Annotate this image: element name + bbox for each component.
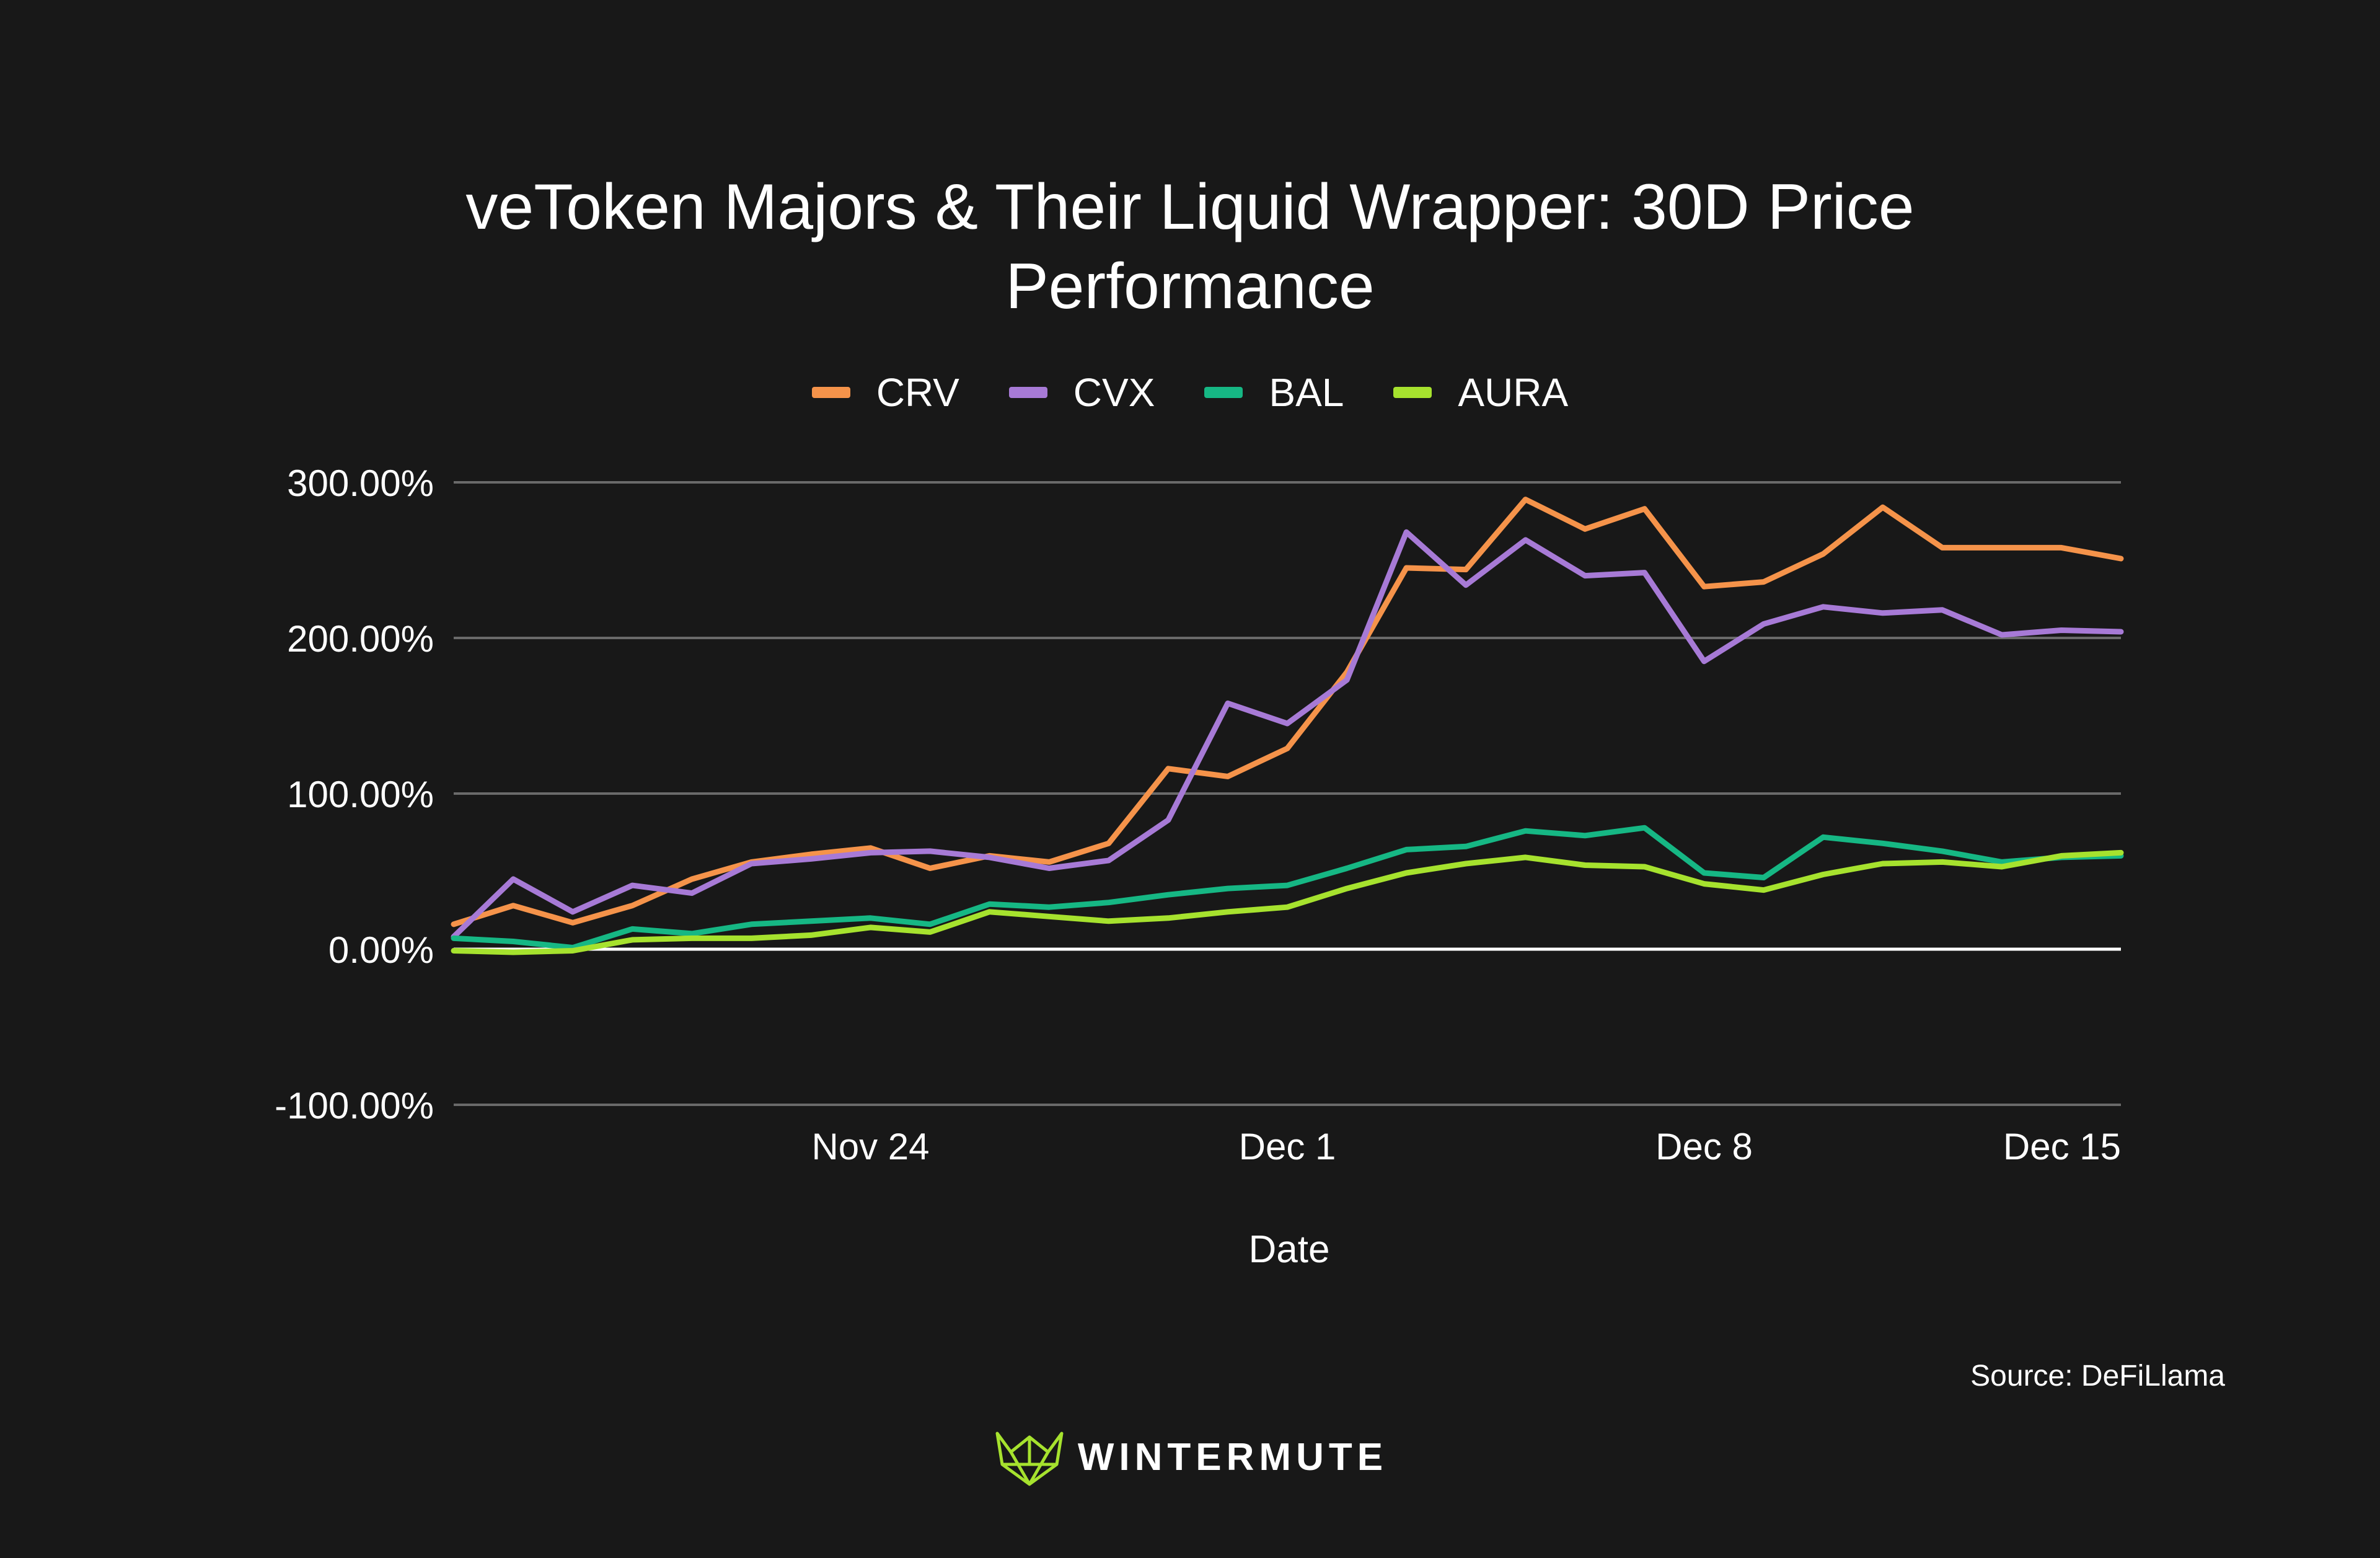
legend-swatch-bal (1204, 387, 1243, 398)
series-line-aura (451, 849, 2124, 955)
brand-name: WINTERMUTE (1077, 1435, 1388, 1479)
y-tick-label: 0.00% (328, 929, 434, 971)
series-line-bal (451, 825, 2124, 950)
legend-label-crv: CRV (876, 370, 959, 415)
source-note: Source: DeFiLlama (1970, 1360, 2225, 1392)
brand-footer: WINTERMUTE (0, 1426, 2380, 1488)
legend-swatch-aura (1393, 387, 1432, 398)
legend-label-bal: BAL (1269, 370, 1344, 415)
x-tick-label: Dec 1 (1239, 1126, 1336, 1167)
x-tick-label: Nov 24 (811, 1126, 929, 1167)
series-layer (451, 497, 2124, 955)
y-axis-ticks: 300.00% 200.00% 100.00% 0.00% -100.00% (275, 463, 434, 1126)
legend-label-cvx: CVX (1073, 370, 1155, 415)
chart-title: veToken Majors & Their Liquid Wrapper: 3… (0, 167, 2380, 326)
legend-label-aura: AURA (1458, 370, 1569, 415)
legend-swatch-cvx (1008, 387, 1047, 398)
wintermute-logo-icon (995, 1432, 1064, 1486)
chart-legend: CRV CVX BAL AURA (0, 370, 2380, 415)
legend-item-bal[interactable]: BAL (1204, 370, 1344, 415)
y-tick-label: 100.00% (287, 774, 434, 815)
y-tick-label: 300.00% (287, 463, 434, 504)
x-axis-title: Date (1248, 1228, 1330, 1271)
chart-title-line-2: Performance (1005, 250, 1375, 322)
legend-item-aura[interactable]: AURA (1393, 370, 1568, 415)
chart-title-line-1: veToken Majors & Their Liquid Wrapper: 3… (465, 171, 1915, 243)
legend-item-cvx[interactable]: CVX (1008, 370, 1155, 415)
legend-swatch-crv (811, 387, 850, 398)
x-tick-label: Dec 15 (2003, 1126, 2121, 1167)
x-tick-label: Dec 8 (1655, 1126, 1753, 1167)
legend-item-crv[interactable]: CRV (811, 370, 959, 415)
y-tick-label: 200.00% (287, 618, 434, 660)
grid-layer (454, 481, 2121, 1106)
series-line-crv (451, 497, 2124, 927)
y-tick-label: -100.00% (275, 1085, 434, 1126)
x-axis-ticks: Nov 24 Dec 1 Dec 8 Dec 15 (811, 1126, 2121, 1167)
series-line-cvx (451, 529, 2124, 940)
